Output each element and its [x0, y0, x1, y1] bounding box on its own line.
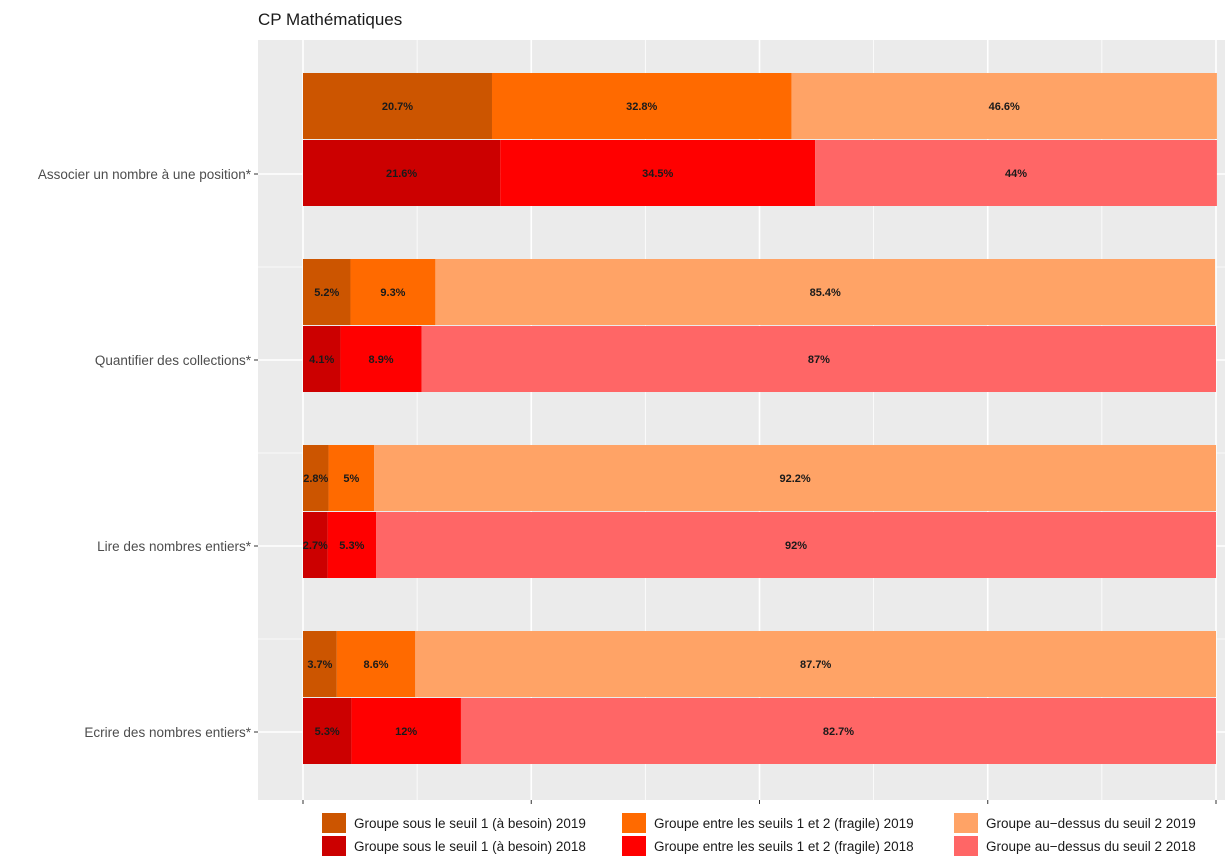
bar-data-label: 32.8% — [626, 101, 657, 113]
legend-item: Groupe au−dessus du seuil 2 2018 — [954, 835, 1196, 857]
bar-data-label: 20.7% — [382, 101, 413, 113]
bar-segment — [303, 445, 329, 511]
bar-segment — [340, 326, 422, 392]
legend-item: Groupe sous le seuil 1 (à besoin) 2018 — [322, 835, 586, 857]
bar-segment — [303, 73, 492, 139]
legend-item: Groupe entre les seuils 1 et 2 (fragile)… — [622, 835, 914, 857]
legend-item: Groupe sous le seuil 1 (à besoin) 2019 — [322, 812, 586, 834]
bar-data-label: 5.3% — [315, 726, 340, 738]
legend-item: Groupe au−dessus du seuil 2 2019 — [954, 812, 1196, 834]
bar-data-label: 5.2% — [314, 287, 339, 299]
bar-data-label: 3.7% — [307, 659, 332, 671]
bar-segment — [303, 698, 352, 764]
chart-legend: Groupe sous le seuil 1 (à besoin) 2019 Gr… — [322, 812, 1225, 858]
bar-segment — [374, 445, 1216, 511]
bar-segment — [791, 73, 1217, 139]
bar-segment — [336, 631, 416, 697]
bar-data-label: 82.7% — [823, 726, 854, 738]
bar-data-label: 21.6% — [386, 168, 417, 180]
legend-item: Groupe entre les seuils 1 et 2 (fragile)… — [622, 812, 914, 834]
chart-title: CP Mathématiques — [258, 10, 403, 29]
bar-segment — [435, 259, 1216, 325]
legend-swatch — [954, 813, 978, 833]
bar-data-label: 5.3% — [339, 540, 364, 552]
legend-swatch — [954, 836, 978, 856]
y-tick-label: Quantifier des collections* — [95, 353, 252, 368]
bar-segment — [351, 698, 461, 764]
bar-data-label: 92% — [785, 540, 807, 552]
bar-segment — [303, 326, 341, 392]
y-tick-label: Lire des nombres entiers* — [97, 539, 252, 554]
bar-data-label: 92.2% — [780, 473, 811, 485]
bar-segment — [303, 631, 337, 697]
bar-data-label: 2.7% — [303, 540, 328, 552]
bar-data-label: 12% — [395, 726, 417, 738]
bar-segment — [421, 326, 1216, 392]
legend-label: Groupe sous le seuil 1 (à besoin) 2019 — [354, 815, 586, 831]
y-tick-label: Ecrire des nombres entiers* — [84, 725, 251, 740]
bar-segment — [815, 140, 1217, 206]
bar-segment — [415, 631, 1216, 697]
bar-data-label: 8.6% — [364, 659, 389, 671]
bar-segment — [327, 512, 377, 578]
bar-data-label: 8.9% — [369, 354, 394, 366]
chart-plot: 20.7% 32.8% 46.6% 21.6% 34.5% 44% Associer un … — [38, 40, 1225, 804]
legend-swatch — [622, 836, 646, 856]
legend-swatch — [322, 813, 346, 833]
bar-segment — [303, 259, 351, 325]
legend-swatch — [622, 813, 646, 833]
bar-data-label: 4.1% — [309, 354, 334, 366]
legend-label: Groupe sous le seuil 1 (à besoin) 2018 — [354, 838, 586, 854]
bar-segment — [350, 259, 436, 325]
bar-segment — [303, 140, 501, 206]
bar-data-label: 87.7% — [800, 659, 831, 671]
bar-segment — [491, 73, 792, 139]
bar-data-label: 34.5% — [642, 168, 673, 180]
y-tick-label: Associer un nombre à une position* — [38, 167, 252, 182]
bar-data-label: 9.3% — [380, 287, 405, 299]
bar-segment — [303, 512, 328, 578]
bar-segment — [460, 698, 1217, 764]
legend-swatch — [322, 836, 346, 856]
bar-segment — [328, 445, 375, 511]
bar-segment — [500, 140, 816, 206]
bar-data-label: 2.8% — [303, 473, 328, 485]
bar-data-label: 5% — [343, 473, 359, 485]
bar-segment — [376, 512, 1216, 578]
legend-label: Groupe entre les seuils 1 et 2 (fragile)… — [654, 815, 914, 831]
legend-label: Groupe au−dessus du seuil 2 2018 — [986, 838, 1196, 854]
bar-data-label: 44% — [1005, 168, 1027, 180]
legend-label: Groupe au−dessus du seuil 2 2019 — [986, 815, 1196, 831]
bar-data-label: 46.6% — [989, 101, 1020, 113]
legend-label: Groupe entre les seuils 1 et 2 (fragile)… — [654, 838, 914, 854]
bar-data-label: 85.4% — [810, 287, 841, 299]
bar-data-label: 87% — [808, 354, 830, 366]
